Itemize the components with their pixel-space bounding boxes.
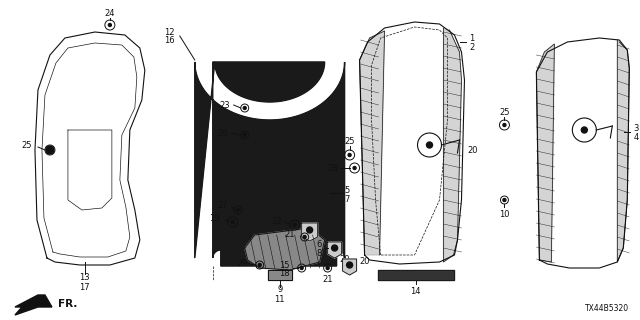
Text: 4: 4 — [634, 132, 639, 141]
Circle shape — [258, 263, 261, 267]
Polygon shape — [618, 40, 629, 262]
Text: 22: 22 — [271, 217, 282, 226]
Circle shape — [49, 148, 51, 151]
Text: 23: 23 — [219, 100, 230, 109]
Circle shape — [353, 166, 356, 170]
Text: 25: 25 — [22, 140, 32, 149]
Text: 7: 7 — [344, 195, 350, 204]
Text: 11: 11 — [275, 294, 285, 303]
Text: 6: 6 — [316, 239, 322, 249]
Text: 25: 25 — [499, 108, 509, 116]
Polygon shape — [301, 223, 317, 241]
Circle shape — [332, 245, 338, 251]
Circle shape — [581, 127, 588, 133]
Text: 2: 2 — [470, 43, 475, 52]
Text: 21: 21 — [284, 229, 294, 238]
Polygon shape — [268, 270, 292, 280]
Circle shape — [347, 262, 353, 268]
Text: 19: 19 — [209, 213, 220, 222]
Circle shape — [293, 223, 296, 227]
Circle shape — [426, 142, 433, 148]
Polygon shape — [360, 31, 385, 255]
Text: 20: 20 — [360, 258, 370, 267]
Circle shape — [231, 220, 234, 223]
Text: 28: 28 — [327, 164, 338, 172]
Text: 21: 21 — [323, 276, 333, 284]
Text: TX44B5320: TX44B5320 — [585, 304, 629, 313]
Polygon shape — [342, 259, 356, 275]
Text: 26: 26 — [217, 129, 228, 138]
Polygon shape — [15, 295, 52, 315]
Text: 12: 12 — [164, 28, 175, 36]
Circle shape — [503, 198, 506, 202]
Circle shape — [300, 267, 303, 269]
Text: 20: 20 — [467, 146, 478, 155]
Circle shape — [46, 146, 54, 154]
Text: 18: 18 — [279, 268, 290, 277]
Text: 5: 5 — [344, 186, 350, 195]
Polygon shape — [195, 62, 344, 266]
Circle shape — [326, 267, 329, 269]
Text: 25: 25 — [344, 137, 355, 146]
Polygon shape — [444, 28, 461, 262]
Circle shape — [348, 154, 351, 156]
Text: 16: 16 — [164, 36, 175, 44]
Circle shape — [303, 236, 306, 238]
Text: 3: 3 — [634, 124, 639, 132]
Text: 17: 17 — [79, 283, 90, 292]
Text: 9: 9 — [277, 285, 282, 294]
Text: 14: 14 — [410, 286, 420, 295]
Text: 20: 20 — [339, 255, 350, 265]
Circle shape — [307, 227, 313, 233]
Polygon shape — [244, 228, 324, 270]
Text: 29: 29 — [237, 259, 248, 268]
Circle shape — [503, 124, 506, 126]
Text: 10: 10 — [499, 210, 509, 219]
Text: 1: 1 — [470, 34, 475, 43]
Circle shape — [236, 209, 239, 212]
Text: 13: 13 — [79, 274, 90, 283]
Text: 8: 8 — [316, 249, 322, 258]
Text: 24: 24 — [104, 9, 115, 18]
Text: FR.: FR. — [58, 299, 77, 309]
Polygon shape — [328, 242, 342, 258]
Circle shape — [243, 107, 246, 109]
Text: 27: 27 — [217, 201, 228, 210]
Text: 15: 15 — [279, 260, 290, 269]
Circle shape — [243, 133, 246, 137]
Circle shape — [108, 23, 111, 27]
Polygon shape — [536, 44, 554, 262]
